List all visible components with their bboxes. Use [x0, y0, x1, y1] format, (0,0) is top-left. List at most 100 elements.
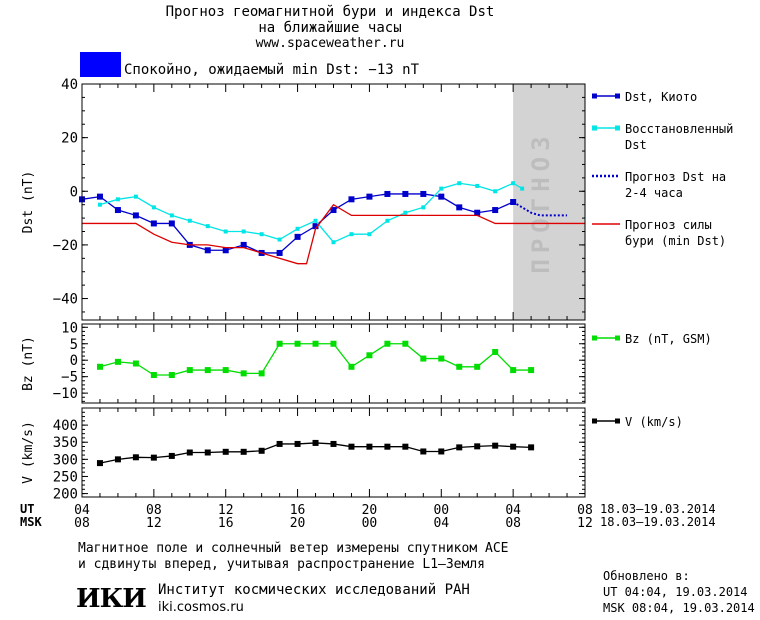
point-bz-nt-gsm: [312, 340, 319, 347]
updated-msk: MSK 08:04, 19.03.2014: [603, 601, 755, 615]
y-tick-label: 0: [70, 184, 78, 200]
y-tick-label: 400: [53, 418, 78, 434]
msk-tick-label: 20: [290, 516, 306, 531]
point-dst-киото: [456, 204, 463, 211]
legend-marker: [615, 125, 620, 131]
legend-label-прогноз-dst-на-2-4-часа: Прогноз Dst на: [625, 170, 726, 184]
msk-tick-label: 00: [362, 516, 378, 531]
point-v-km-s: [276, 440, 283, 447]
point-dst-киото: [204, 247, 211, 254]
point-восстановленный-dst: [241, 229, 246, 234]
series-line-прогноз-dst-на-2-4-часа: [512, 201, 568, 217]
point-bz-nt-gsm: [528, 367, 535, 374]
msk-date-range: 18.03–19.03.2014: [600, 515, 716, 529]
point-v-km-s: [96, 460, 103, 467]
point-bz-nt-gsm: [474, 363, 481, 370]
series-line-восстановленный-dst: [99, 182, 523, 244]
point-v-km-s: [510, 443, 517, 450]
legend-label-прогноз-dst-на-2-4-часа: 2-4 часа: [625, 186, 683, 200]
point-bz-nt-gsm: [204, 367, 211, 374]
point-bz-nt-gsm: [168, 372, 175, 379]
point-dst-киото: [96, 193, 103, 200]
point-bz-nt-gsm: [402, 340, 409, 347]
point-bz-nt-gsm: [222, 367, 229, 374]
point-bz-nt-gsm: [186, 367, 193, 374]
updated-ut: UT 04:04, 19.03.2014: [603, 585, 748, 599]
point-bz-nt-gsm: [258, 370, 265, 377]
y-tick-label: 5: [70, 337, 78, 353]
point-восстановленный-dst: [205, 224, 210, 229]
point-восстановленный-dst: [313, 218, 318, 223]
point-восстановленный-dst: [115, 197, 120, 202]
point-v-km-s: [366, 443, 373, 450]
y-tick-label: 200: [53, 487, 78, 503]
y-axis-label-v: V (km/s): [21, 421, 36, 484]
point-восстановленный-dst: [151, 205, 156, 210]
point-восстановленный-dst: [331, 240, 336, 245]
point-восстановленный-dst: [187, 218, 192, 223]
point-bz-nt-gsm: [96, 363, 103, 370]
point-восстановленный-dst: [511, 181, 516, 186]
point-восстановленный-dst: [475, 183, 480, 188]
point-восстановленный-dst: [295, 226, 300, 231]
panel-frame-dst: [81, 83, 586, 321]
forecast-zone-label: ПРОГНОЗ: [527, 130, 555, 273]
msk-tick-label: 12: [146, 516, 162, 531]
point-v-km-s: [204, 449, 211, 456]
legend-marker: [615, 93, 620, 99]
point-v-km-s: [240, 448, 247, 455]
institute-site[interactable]: iki.cosmos.ru: [158, 600, 244, 615]
ut-tick-label: 16: [290, 503, 306, 518]
point-dst-киото: [510, 199, 517, 205]
legend-label-dst-киото: Dst, Киото: [625, 90, 697, 104]
point-v-km-s: [168, 452, 175, 459]
legend-marker: [615, 335, 620, 341]
point-восстановленный-dst: [223, 229, 228, 234]
legend-marker: [592, 93, 597, 99]
point-dst-киото: [474, 209, 481, 216]
y-tick-label: 0: [70, 353, 78, 369]
point-v-km-s: [312, 439, 319, 446]
point-v-km-s: [186, 449, 193, 456]
point-восстановленный-dst: [439, 186, 444, 191]
point-v-km-s: [420, 448, 427, 455]
point-bz-nt-gsm: [492, 348, 499, 355]
status-text: Спокойно, ожидаемый min Dst: −13 nT: [124, 62, 420, 78]
point-восстановленный-dst: [421, 205, 426, 210]
ut-date-range: 18.03–19.03.2014: [600, 502, 716, 516]
updated-label: Обновлено в:: [603, 569, 690, 583]
point-dst-киото: [312, 223, 319, 230]
point-dst-киото: [276, 249, 283, 256]
point-восстановленный-dst: [367, 232, 372, 237]
footer-note-line1: Магнитное поле и солнечный ветер измерен…: [78, 541, 509, 556]
ut-axis-label: UT: [20, 502, 35, 516]
forecast-zone: [513, 84, 585, 320]
source-url[interactable]: www.spaceweather.ru: [255, 36, 405, 51]
point-восстановленный-dst: [457, 181, 462, 186]
legend-marker: [592, 335, 597, 341]
panel-frame-v: [81, 407, 586, 498]
point-v-km-s: [258, 447, 265, 454]
point-v-km-s: [150, 454, 157, 461]
ut-tick-label: 08: [577, 503, 593, 518]
point-v-km-s: [330, 440, 337, 447]
point-bz-nt-gsm: [384, 340, 391, 347]
point-восстановленный-dst: [385, 218, 390, 223]
point-bz-nt-gsm: [420, 355, 427, 362]
point-v-km-s: [222, 448, 229, 455]
status-color-box: [80, 52, 121, 77]
ut-tick-label: 20: [362, 503, 378, 518]
point-dst-киото: [402, 190, 409, 197]
point-dst-киото: [330, 207, 337, 214]
point-bz-nt-gsm: [510, 367, 517, 374]
chart-title: Прогноз геомагнитной бури и индекса Dst: [165, 4, 495, 20]
point-bz-nt-gsm: [150, 372, 157, 379]
point-dst-киото: [132, 212, 139, 219]
point-dst-киото: [420, 190, 427, 197]
point-bz-nt-gsm: [348, 363, 355, 370]
ut-tick-label: 08: [146, 503, 162, 518]
point-dst-киото: [114, 207, 121, 214]
point-v-km-s: [528, 444, 535, 451]
iki-logo: ИКИ: [76, 584, 147, 614]
